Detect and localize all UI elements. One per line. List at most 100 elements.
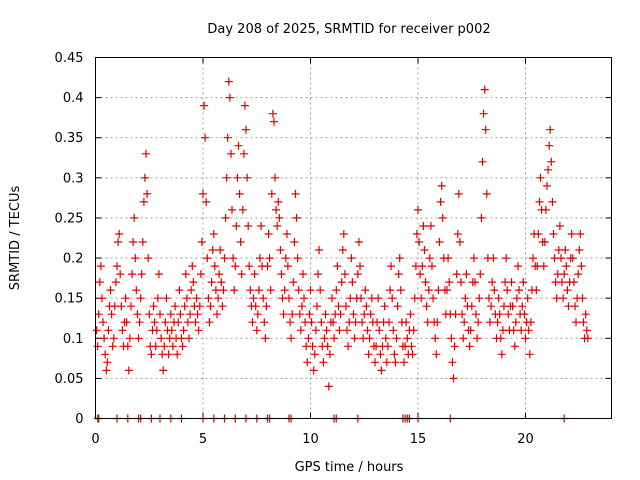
data-point xyxy=(315,246,324,254)
data-point xyxy=(563,286,572,295)
data-point xyxy=(124,366,133,375)
data-point xyxy=(503,286,512,295)
data-point xyxy=(316,286,325,295)
data-point xyxy=(310,350,319,359)
y-tick-label: 0.1 xyxy=(63,332,84,347)
data-point xyxy=(474,318,483,327)
data-point xyxy=(485,294,493,303)
x-tick-label: 5 xyxy=(199,432,207,447)
data-point xyxy=(307,318,316,327)
data-point xyxy=(459,334,468,343)
data-point xyxy=(412,230,421,238)
data-point xyxy=(532,286,541,295)
data-point xyxy=(244,222,253,230)
data-point xyxy=(383,342,392,351)
data-point xyxy=(237,270,246,279)
data-point xyxy=(182,294,191,303)
data-point xyxy=(200,101,209,110)
data-point xyxy=(297,302,306,311)
data-point xyxy=(363,326,372,335)
data-point xyxy=(387,262,396,271)
data-point xyxy=(403,334,412,343)
data-point xyxy=(562,262,571,271)
data-point xyxy=(239,149,248,158)
data-point xyxy=(561,246,570,254)
data-point xyxy=(385,318,393,327)
data-point xyxy=(185,334,193,343)
data-point xyxy=(209,230,218,238)
data-point xyxy=(135,318,144,327)
data-point xyxy=(130,213,139,222)
data-point xyxy=(548,197,557,206)
data-point xyxy=(511,318,520,327)
data-point xyxy=(567,230,576,238)
data-point xyxy=(488,278,497,287)
data-point xyxy=(518,302,527,311)
data-point xyxy=(349,310,358,319)
data-point xyxy=(256,254,264,263)
data-point xyxy=(476,270,485,279)
data-point xyxy=(386,286,395,295)
data-point xyxy=(218,302,227,311)
data-point xyxy=(508,302,517,311)
data-point xyxy=(95,278,104,287)
x-axis-title: GPS time / hours xyxy=(295,460,404,475)
data-point xyxy=(288,310,297,319)
data-point xyxy=(523,294,532,303)
data-point xyxy=(207,278,216,287)
data-point xyxy=(376,350,385,359)
data-point xyxy=(101,350,110,359)
data-point xyxy=(568,254,577,263)
data-point xyxy=(371,358,379,367)
data-point xyxy=(243,173,252,182)
data-point xyxy=(467,302,476,311)
data-point xyxy=(458,310,467,319)
data-point xyxy=(162,294,171,303)
data-point xyxy=(279,310,288,319)
data-point xyxy=(559,294,568,303)
data-point xyxy=(285,294,293,303)
data-point xyxy=(171,302,180,311)
data-point xyxy=(557,254,565,263)
data-point xyxy=(322,326,331,335)
data-point xyxy=(377,366,386,375)
data-point xyxy=(121,294,130,303)
data-point xyxy=(469,254,478,263)
y-tick-label: 0.15 xyxy=(55,292,84,307)
data-point xyxy=(216,246,225,254)
data-point xyxy=(173,350,182,359)
data-point xyxy=(260,318,269,327)
data-point xyxy=(330,334,339,343)
data-point xyxy=(431,334,440,343)
data-point xyxy=(147,350,156,359)
data-point xyxy=(454,189,463,198)
data-point xyxy=(418,262,427,271)
data-point xyxy=(361,286,370,295)
data-point xyxy=(221,213,230,222)
data-point xyxy=(106,286,115,295)
data-point xyxy=(253,310,262,319)
data-point xyxy=(222,173,231,182)
data-point xyxy=(203,254,212,263)
data-point xyxy=(578,294,587,303)
x-tick-label: 0 xyxy=(91,432,99,447)
data-point xyxy=(420,246,429,254)
data-point xyxy=(265,254,274,263)
data-point xyxy=(546,125,555,134)
data-point xyxy=(113,262,121,271)
data-point xyxy=(395,254,404,263)
data-point xyxy=(482,189,491,198)
data-point xyxy=(118,326,127,335)
data-point xyxy=(230,286,239,295)
data-point xyxy=(299,270,307,279)
data-point xyxy=(98,294,106,303)
data-point xyxy=(107,310,116,319)
data-point xyxy=(375,326,384,335)
data-point xyxy=(391,358,400,367)
data-point xyxy=(572,318,580,327)
data-point xyxy=(227,149,235,158)
data-point xyxy=(188,262,197,271)
data-point xyxy=(455,238,464,246)
data-point xyxy=(129,238,138,246)
data-point xyxy=(529,254,537,263)
